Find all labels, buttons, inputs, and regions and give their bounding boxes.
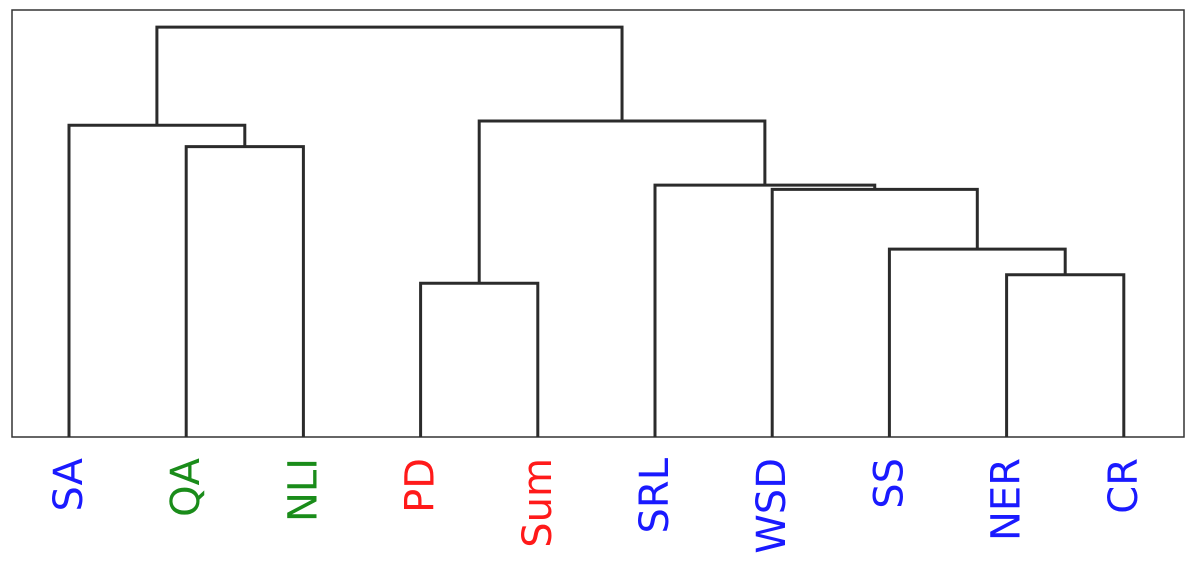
plot-frame	[11, 9, 1185, 438]
leaf-label-sa: SA	[46, 457, 92, 511]
leaf-label-sum: Sum	[515, 458, 561, 548]
leaf-label-pd: PD	[398, 458, 444, 513]
dendrogram-link-m2	[419, 281, 540, 437]
leaf-label-wsd: WSD	[749, 458, 795, 554]
dendrogram-link-m1	[1005, 273, 1126, 437]
leaf-label-ner: NER	[984, 458, 1030, 541]
dendrogram-link-m3	[887, 247, 1067, 437]
leaf-label-nli: NLI	[280, 458, 326, 522]
dendrogram-link-m6	[184, 145, 305, 437]
dendrogram-link-m5	[653, 183, 877, 437]
dendrogram-link-m8	[477, 119, 767, 284]
dendrogram-links	[67, 25, 1126, 437]
dendrogram-link-m7	[67, 123, 247, 437]
dendrogram-link-m4	[770, 187, 979, 437]
leaf-label-srl: SRL	[632, 457, 678, 533]
leaf-label-ss: SS	[866, 458, 912, 509]
leaf-labels: SA QA NLI PD Sum SRL WSD SS NER CR	[46, 457, 1147, 553]
leaf-label-cr: CR	[1101, 458, 1147, 514]
leaf-label-qa: QA	[163, 457, 209, 516]
dendrogram-link-m9	[155, 25, 624, 126]
